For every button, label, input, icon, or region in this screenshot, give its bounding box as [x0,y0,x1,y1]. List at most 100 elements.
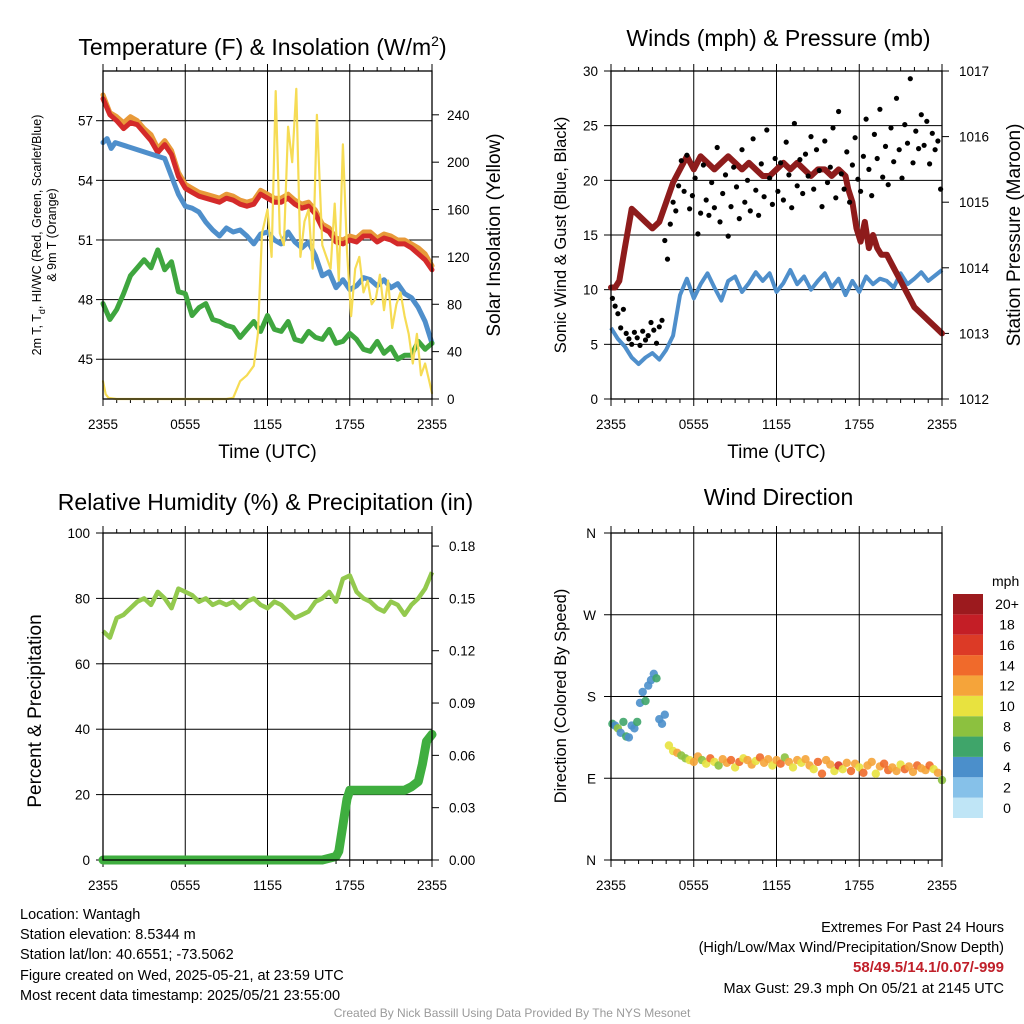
gust-point [764,127,770,133]
legend-swatch [953,716,983,737]
gust-point [819,204,825,210]
gust-point [927,161,933,167]
y2-axis-label: Station Pressure (Maroon) [1004,124,1024,347]
legend-swatch [953,675,983,696]
y-axis-label: Sonic Wind & Gust (Blue, Black) [552,117,570,354]
y-label-sub: d [37,309,47,314]
direction-point [652,674,661,683]
y2-tick-label: 1012 [959,392,989,407]
gust-point [863,116,869,122]
y-tick-label: W [583,608,596,623]
legend-label: 20+ [995,596,1019,612]
x-tick-label: 1155 [253,878,282,893]
gust-point [758,161,764,167]
plot-frame [610,70,943,400]
y2-tick-label: 1015 [959,195,989,210]
pressure-line [608,153,945,337]
gust-point [882,143,889,149]
y-axis-label-line2: & 9m T (Orange) [45,188,59,281]
y-label-part: 2m T, T [30,314,44,356]
direction-point [633,717,642,727]
y2-tick-label: 0.15 [449,591,475,606]
y-axis-label: 2m T, Td, HI/WC (Red, Green, Scarlet/Blu… [30,115,47,356]
chart-title: Temperature (F) & Insolation (W/m2) [78,33,446,60]
gust-point [742,199,748,205]
gust-point [813,147,820,153]
gust-point [871,131,878,137]
direction-point [908,767,918,777]
y2-tick-label: 0.06 [449,748,475,763]
y-tick-label: 5 [590,337,598,352]
y2-tick-label: 0.03 [449,801,475,816]
y-tick-label: 30 [583,64,598,79]
gust-point [640,328,646,334]
recent-timestamp: Most recent data timestamp: 2025/05/21 2… [20,987,341,1004]
gust-point [877,106,883,112]
y-tick-label: 57 [78,114,93,129]
gust-point [678,158,684,164]
legend-swatch [953,614,983,635]
direction-point [657,719,667,728]
gust-point [623,330,629,336]
gust-point [860,153,867,159]
y-tick-label: N [586,853,596,868]
x-tick-label: 0555 [679,417,709,432]
direction-point [801,755,810,764]
gust-point [626,336,632,342]
chart-title: Wind Direction [704,484,854,510]
gust-point [866,166,872,172]
direction-point [879,759,889,768]
y-tick-label: E [587,771,596,786]
gust-point [656,324,662,330]
x-tick-label: 1755 [844,417,874,432]
legend-swatch [953,594,983,615]
y2-tick-label: 200 [447,155,470,170]
gust-point [659,317,665,323]
gust-point [783,139,789,145]
x-tick-label: 0555 [679,878,709,893]
y2-tick-label: 1014 [959,261,990,276]
gust-point [775,188,781,194]
y-tick-label: 15 [583,228,598,243]
station-info: Location: Wantagh Station elevation: 8.5… [20,905,344,1006]
gust-point [805,173,811,179]
gust-point [769,201,776,207]
gust-point [612,303,618,309]
direction-point [859,768,868,777]
chart-title: Winds (mph) & Pressure (mb) [626,25,930,51]
legend-swatch [953,756,983,778]
y2-tick-label: 0.12 [449,644,475,659]
gust-point [709,179,715,186]
station-elevation: Station elevation: 8.5344 m [20,927,196,944]
x-tick-label: 2355 [88,417,118,432]
gust-point [717,219,723,225]
x-tick-label: 2355 [927,878,957,893]
humidity-precip-chart: 2355 0555 1155 1755 2355 0 20 40 60 80 100 0.00 0.03… [25,489,475,893]
y2-tick-label: 1016 [959,130,989,145]
x-tick-label: 1755 [335,417,365,432]
gust-point [869,193,875,199]
gust-point [703,197,709,203]
gust-point [711,205,718,211]
gust-point [653,340,660,346]
gust-point [899,175,905,181]
legend-title: mph [992,573,1019,589]
y-tick-label: 60 [75,657,90,672]
gust-point [645,333,651,339]
extremes-panel: Extremes For Past 24 Hours (High/Low/Max… [699,918,1004,999]
x-tick-label: 1155 [762,878,791,893]
legend-swatch [953,736,983,757]
gust-point [794,183,800,189]
gust-point [631,329,638,335]
direction-point [776,759,785,768]
y-tick-label: 48 [78,293,93,308]
gust-point [662,237,668,244]
gust-point [885,182,891,188]
gust-point [618,325,624,331]
x-tick-label: 1155 [253,417,282,432]
gust-point [756,212,762,218]
y2-tick-label: 0.18 [449,539,475,554]
plot-frame [610,532,943,861]
station-latlon: Station lat/lon: 40.6551; -73.5062 [20,947,234,964]
gust-point [852,135,858,141]
